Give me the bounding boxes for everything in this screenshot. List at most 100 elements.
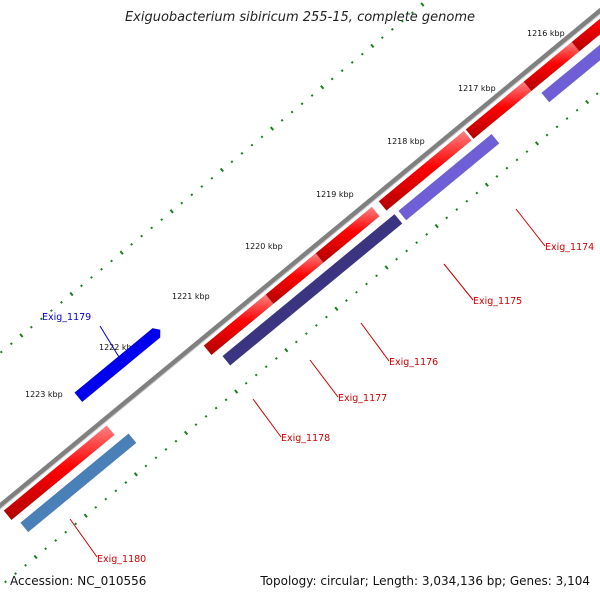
- upper-tick-mark: [210, 176, 214, 180]
- upper-tick-mark: [80, 284, 83, 288]
- upper-tick-mark: [360, 52, 364, 56]
- lower-tick-mark: [425, 232, 429, 236]
- lower-tick-mark: [545, 133, 549, 137]
- upper-tick-mark: [269, 126, 275, 131]
- lower-tick-mark: [495, 175, 499, 178]
- gene-label: Exig_1178: [281, 433, 330, 444]
- lower-tick-mark: [133, 472, 138, 477]
- upper-tick-mark: [230, 160, 234, 164]
- gene-feature: [315, 206, 380, 263]
- lower-tick-mark: [214, 406, 218, 410]
- lower-tick-mark: [4, 580, 7, 584]
- tick-label: 1216 kbp: [527, 29, 565, 38]
- lower-tick-mark: [274, 357, 278, 360]
- upper-tick-mark: [350, 61, 354, 64]
- lower-tick-mark: [64, 530, 68, 534]
- lower-tick-mark: [174, 439, 178, 443]
- lower-tick-mark: [234, 389, 239, 394]
- upper-tick-mark: [340, 69, 344, 73]
- lower-tick-mark: [284, 348, 289, 353]
- gene-feature: [571, 18, 600, 52]
- lower-tick-mark: [33, 554, 38, 560]
- upper-tick-mark: [69, 291, 74, 297]
- upper-tick-mark: [310, 94, 314, 97]
- lower-tick-mark: [334, 306, 339, 311]
- upper-tick-mark: [190, 193, 194, 197]
- upper-tick-mark: [9, 342, 13, 346]
- upper-tick-mark: [260, 135, 264, 139]
- lower-tick-mark: [415, 241, 419, 245]
- lower-tick-mark: [534, 141, 540, 146]
- cds-bar-exig-1177: [284, 213, 403, 315]
- lower-tick-mark: [585, 99, 590, 105]
- lower-tick-mark: [434, 223, 439, 229]
- lower-tick-mark: [83, 513, 88, 518]
- lower-tick-mark: [264, 365, 268, 369]
- gene-label: Exig_1179: [42, 312, 91, 323]
- tick-label: 1221 kbp: [172, 292, 210, 301]
- upper-tick-mark: [320, 85, 325, 90]
- lower-tick-mark: [384, 265, 389, 270]
- lower-tick-mark: [355, 290, 358, 294]
- cds-bar-exig-1179: [74, 328, 161, 403]
- gene-label-leader: [443, 263, 474, 301]
- lower-tick-mark: [555, 125, 559, 129]
- lower-tick-mark: [194, 423, 198, 427]
- upper-tick-mark: [200, 185, 204, 188]
- lower-tick-mark: [144, 464, 148, 468]
- lower-tick-mark: [475, 191, 479, 195]
- lower-tick-mark: [204, 414, 208, 418]
- accession-text: Accession: NC_010556: [10, 574, 147, 588]
- tick-label: 1218 kbp: [387, 137, 425, 146]
- upper-tick-mark: [330, 77, 334, 81]
- gene-label-leader: [252, 398, 282, 438]
- lower-tick-mark: [445, 216, 449, 220]
- lower-tick-mark: [74, 522, 78, 526]
- gene-label: Exig_1174: [545, 242, 594, 253]
- upper-tick-mark: [100, 267, 103, 271]
- upper-tick-mark: [219, 167, 224, 173]
- lower-tick-mark: [244, 381, 248, 385]
- lower-tick-mark: [154, 456, 158, 460]
- upper-tick-mark: [400, 19, 404, 23]
- upper-tick-mark: [19, 333, 24, 338]
- lower-tick-mark: [595, 92, 599, 96]
- backbone-line: [0, 7, 600, 510]
- lower-tick-mark: [324, 315, 328, 319]
- gene-label-leader: [309, 359, 339, 398]
- gene-label-leader: [69, 518, 98, 558]
- upper-tick-mark: [169, 209, 174, 214]
- lower-tick-mark: [54, 539, 58, 542]
- upper-tick-mark: [50, 309, 53, 313]
- cds-bar-exig-1175: [398, 133, 500, 221]
- gene-feature: [378, 130, 472, 211]
- upper-tick-mark: [240, 152, 244, 155]
- lower-tick-mark: [104, 497, 108, 501]
- lower-tick-mark: [365, 282, 368, 286]
- lower-tick-mark: [224, 398, 228, 402]
- backbone-track: [0, 7, 600, 510]
- lower-tick-mark: [14, 572, 17, 575]
- gene-track: [3, 18, 600, 533]
- tick-label: 1220 kbp: [245, 242, 283, 251]
- lower-tick-mark: [304, 332, 308, 336]
- gene-label-leader: [360, 322, 390, 362]
- tick-label: 1222 kbp: [99, 343, 137, 352]
- lower-tick-mark: [505, 166, 509, 170]
- gene-label: Exig_1176: [389, 357, 438, 368]
- lower-tick-mark: [94, 505, 98, 509]
- upper-tick-mark: [411, 11, 414, 15]
- upper-tick-mark: [140, 234, 144, 238]
- lower-tick-mark: [124, 481, 128, 484]
- lower-tick-mark: [345, 299, 348, 302]
- gene-label-leader: [515, 208, 546, 247]
- upper-tick-mark: [380, 36, 384, 40]
- lower-tick-mark: [395, 257, 399, 261]
- upper-tick-mark: [420, 2, 425, 7]
- gene-label: Exig_1177: [338, 393, 387, 404]
- gene-label-leader: [99, 325, 123, 363]
- upper-tick-mark: [280, 118, 284, 122]
